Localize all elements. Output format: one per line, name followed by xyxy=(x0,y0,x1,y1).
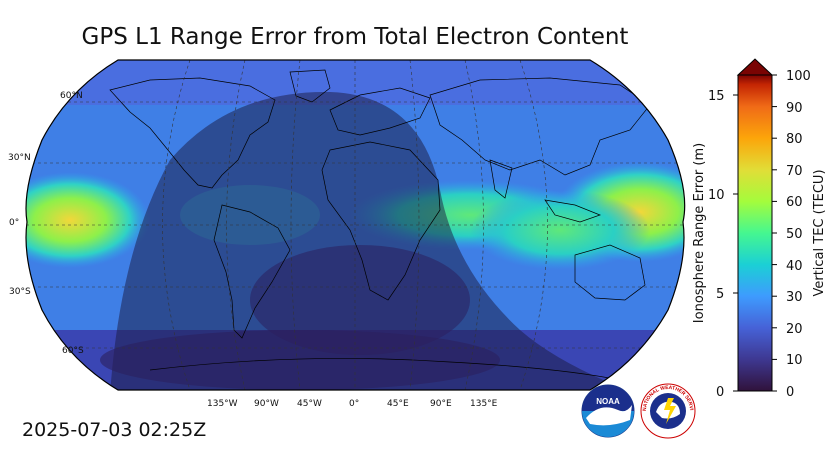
lon-label-135e: 135°E xyxy=(470,399,498,409)
colorbar-extend-arrow xyxy=(736,58,774,76)
right-tick-90: 90 xyxy=(786,101,803,116)
right-tick-30: 30 xyxy=(786,290,803,305)
lon-label-90w: 90°W xyxy=(254,399,279,409)
right-tick-40: 40 xyxy=(786,259,803,274)
lon-label-45e: 45°E xyxy=(387,399,409,409)
lat-label-60s: 60°S xyxy=(62,346,84,356)
left-tick-0: 0 xyxy=(716,385,724,400)
colorbar: 0 5 10 15 Ionosphere Range Error (m) 0 1… xyxy=(692,58,827,400)
left-tick-15: 15 xyxy=(708,89,725,104)
colorbar-gradient xyxy=(737,74,773,392)
coastlines xyxy=(109,69,651,381)
right-axis-title: Vertical TEC (TECU) xyxy=(812,169,827,296)
lat-label-60n: 60°N xyxy=(60,91,83,101)
noaa-logo-text: NOAA xyxy=(596,397,620,406)
tec-field xyxy=(26,60,685,390)
right-tick-100: 100 xyxy=(786,69,811,84)
lon-label-0: 0° xyxy=(349,399,359,409)
right-tick-50: 50 xyxy=(786,227,803,242)
right-tick-60: 60 xyxy=(786,195,803,210)
right-tick-80: 80 xyxy=(786,132,803,147)
left-tick-10: 10 xyxy=(708,188,725,203)
lon-label-45w: 45°W xyxy=(297,399,322,409)
lon-label-135w: 135°W xyxy=(207,399,238,409)
timestamp: 2025-07-03 02:25Z xyxy=(22,419,207,441)
chart-title: GPS L1 Range Error from Total Electron C… xyxy=(81,24,629,50)
night-terminator-shade xyxy=(110,91,640,390)
lat-label-30s: 30°S xyxy=(9,287,31,297)
graticule xyxy=(26,60,685,390)
right-tick-20: 20 xyxy=(786,322,803,337)
left-axis-title: Ionosphere Range Error (m) xyxy=(692,143,707,323)
left-tick-5: 5 xyxy=(716,287,724,302)
lon-label-90e: 90°E xyxy=(430,399,452,409)
right-tick-10: 10 xyxy=(786,353,803,368)
right-tick-70: 70 xyxy=(786,164,803,179)
noaa-logo: NOAA xyxy=(581,384,635,438)
lat-label-30n: 30°N xyxy=(8,153,31,163)
globe-outline xyxy=(25,59,686,391)
right-tick-0: 0 xyxy=(786,385,794,400)
lat-label-0: 0° xyxy=(9,218,19,228)
